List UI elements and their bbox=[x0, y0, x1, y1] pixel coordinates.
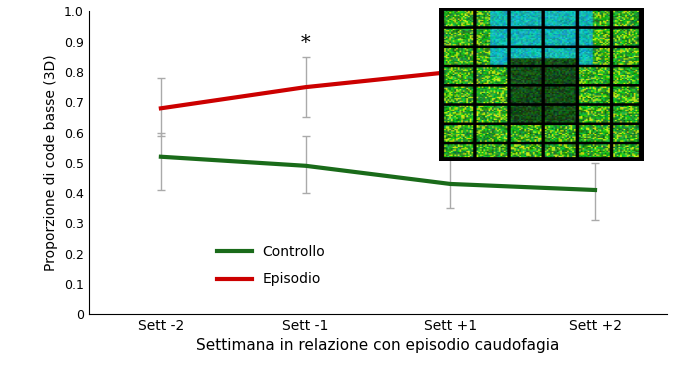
Text: *: * bbox=[445, 22, 455, 40]
X-axis label: Settimana in relazione con episodio caudofagia: Settimana in relazione con episodio caud… bbox=[196, 339, 560, 354]
Text: *: * bbox=[590, 34, 600, 52]
Y-axis label: Proporzione di code basse (3D): Proporzione di code basse (3D) bbox=[44, 54, 58, 271]
Legend: Controllo, Episodio: Controllo, Episodio bbox=[211, 239, 331, 292]
Text: *: * bbox=[301, 34, 311, 52]
